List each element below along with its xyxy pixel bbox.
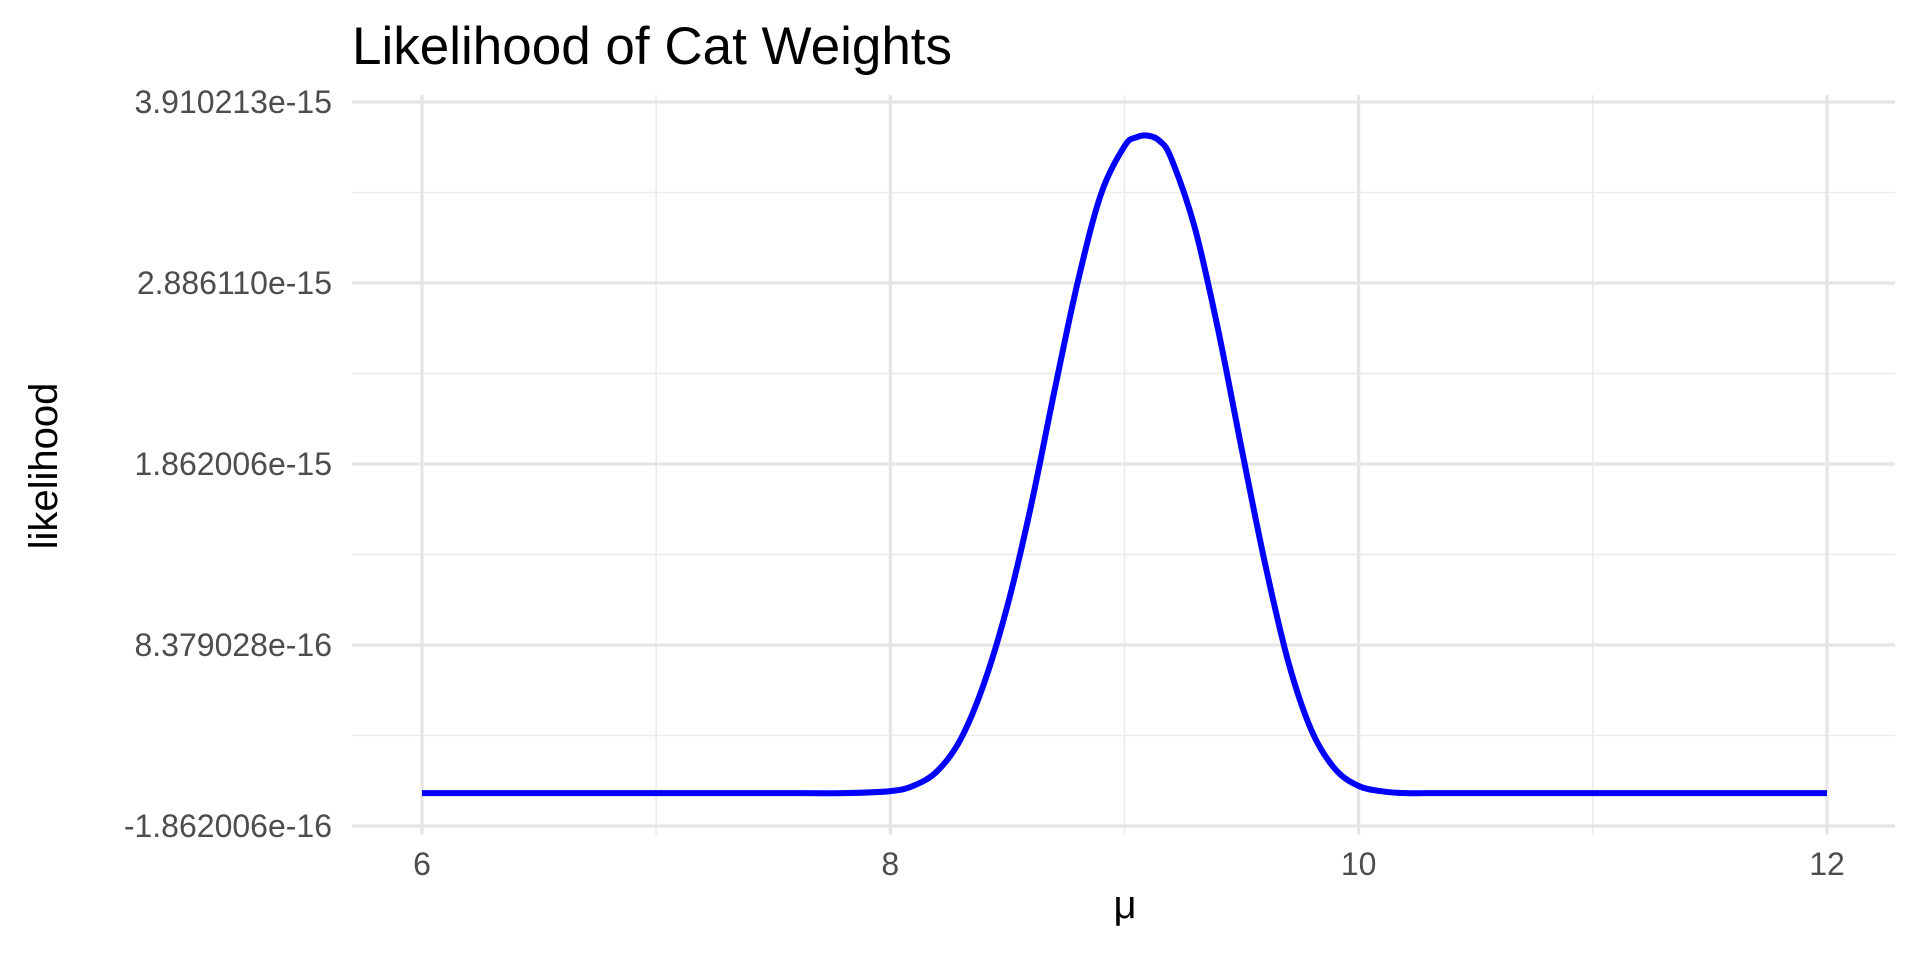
y-axis-title: likelihood <box>22 383 66 550</box>
y-axis-tick-labels: -1.862006e-16 8.379028e-16 1.862006e-15 2.8… <box>124 84 332 844</box>
y-tick-label: 8.379028e-16 <box>134 627 332 663</box>
x-axis-tick-labels: 6 8 10 12 <box>413 846 1845 882</box>
x-tick-label: 12 <box>1809 846 1845 882</box>
y-tick-label: 3.910213e-15 <box>134 84 332 120</box>
likelihood-series-line <box>422 132 1827 797</box>
chart-title: Likelihood of Cat Weights <box>352 17 952 76</box>
series-layer <box>422 132 1827 797</box>
y-tick-label: -1.862006e-16 <box>124 808 332 844</box>
y-tick-label: 1.862006e-15 <box>134 446 332 482</box>
x-tick-label: 8 <box>881 846 899 882</box>
y-tick-label: 2.886110e-15 <box>137 265 332 301</box>
x-tick-label: 10 <box>1341 846 1377 882</box>
x-tick-label: 6 <box>413 846 431 882</box>
major-gridlines <box>352 95 1895 835</box>
x-axis-title: μ <box>1113 883 1136 927</box>
